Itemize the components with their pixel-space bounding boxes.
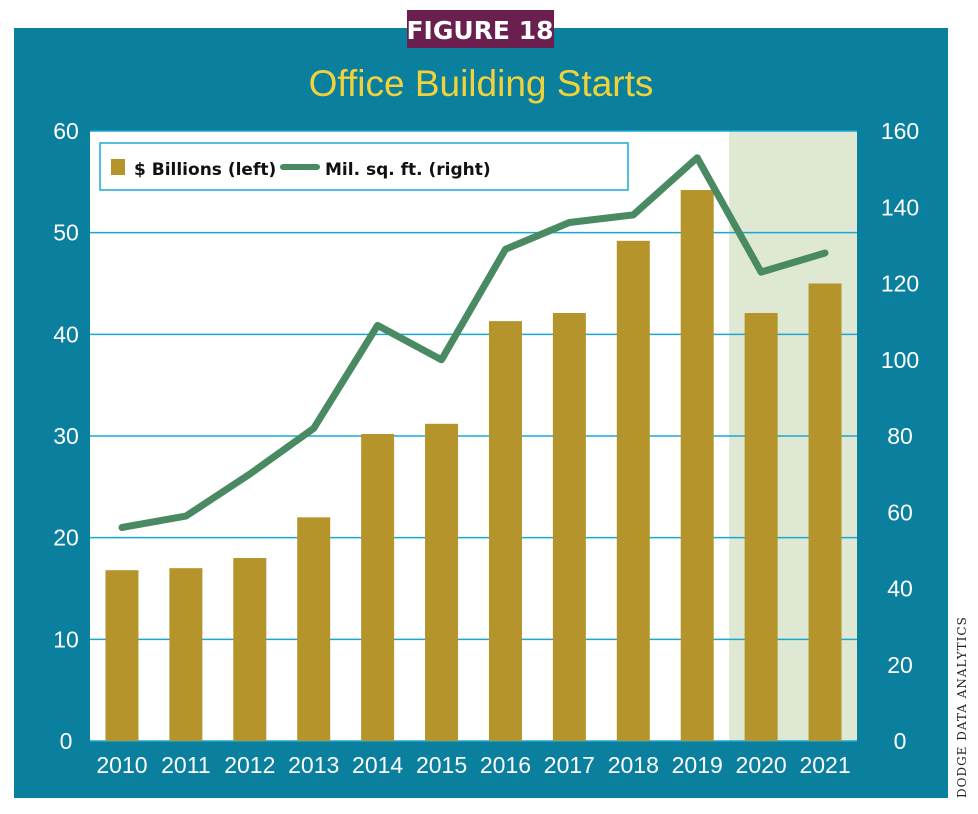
left-tick-label: 20 xyxy=(53,525,79,551)
x-tick-label: 2018 xyxy=(608,752,659,778)
x-tick-label: 2014 xyxy=(352,752,403,778)
bar-2014 xyxy=(361,433,395,741)
right-tick-label: 140 xyxy=(881,194,919,220)
left-tick-label: 30 xyxy=(53,423,79,449)
figure-label: FIGURE 18 xyxy=(406,16,553,45)
left-axis-ticks: 0 10 20 30 40 50 60 xyxy=(53,118,79,754)
right-tick-label: 20 xyxy=(887,652,913,678)
x-tick-label: 2012 xyxy=(224,752,275,778)
left-tick-label: 60 xyxy=(53,118,79,144)
legend-box xyxy=(99,142,629,191)
right-tick-label: 40 xyxy=(887,576,913,602)
chart-title: Office Building Starts xyxy=(309,63,654,104)
left-tick-label: 40 xyxy=(53,321,79,347)
left-tick-label: 50 xyxy=(53,220,79,246)
bar-2015 xyxy=(425,423,459,741)
bar-2013 xyxy=(297,517,331,741)
x-axis-ticks: 2010 2011 2012 2013 2014 2015 2016 2017 2018 2019… xyxy=(96,752,850,778)
bar-2019 xyxy=(680,189,714,741)
sqft-line-series xyxy=(118,154,829,531)
right-tick-label: 160 xyxy=(881,118,919,144)
bar-2012 xyxy=(233,558,267,741)
right-tick-label: 60 xyxy=(887,499,913,525)
x-tick-label: 2013 xyxy=(288,752,339,778)
right-tick-label: 100 xyxy=(881,347,919,373)
right-tick-label: 120 xyxy=(881,271,919,297)
bar-2011 xyxy=(169,568,203,741)
x-tick-label: 2017 xyxy=(544,752,595,778)
legend-bar-swatch xyxy=(111,159,125,175)
bar-2010 xyxy=(105,570,139,741)
left-tick-label: 0 xyxy=(60,728,73,754)
bar-2018 xyxy=(616,240,650,742)
right-tick-label: 0 xyxy=(894,728,907,754)
legend-label-sqft: Mil. sq. ft. (right) xyxy=(325,160,491,180)
bar-2016 xyxy=(488,321,522,741)
x-tick-label: 2010 xyxy=(96,752,147,778)
source-credit: DODGE DATA ANALYTICS xyxy=(955,616,969,798)
legend: $ Billions (left) Mil. sq. ft. (right) xyxy=(99,142,629,191)
gridlines xyxy=(90,130,857,742)
right-tick-label: 80 xyxy=(887,423,913,449)
figure-badge xyxy=(407,10,554,48)
x-tick-label: 2020 xyxy=(736,752,787,778)
bar-2020 xyxy=(744,312,778,741)
legend-label-billions: $ Billions (left) xyxy=(134,160,276,180)
bar-series xyxy=(105,189,842,742)
bar-2021 xyxy=(808,283,842,741)
bar-2017 xyxy=(552,312,586,741)
x-tick-label: 2015 xyxy=(416,752,467,778)
x-tick-label: 2021 xyxy=(799,752,850,778)
x-tick-label: 2016 xyxy=(480,752,531,778)
x-tick-label: 2011 xyxy=(161,752,210,778)
right-axis-ticks: 0 20 40 60 80 100 120 140 160 xyxy=(881,118,919,754)
left-tick-label: 10 xyxy=(53,626,79,652)
x-tick-label: 2019 xyxy=(672,752,723,778)
